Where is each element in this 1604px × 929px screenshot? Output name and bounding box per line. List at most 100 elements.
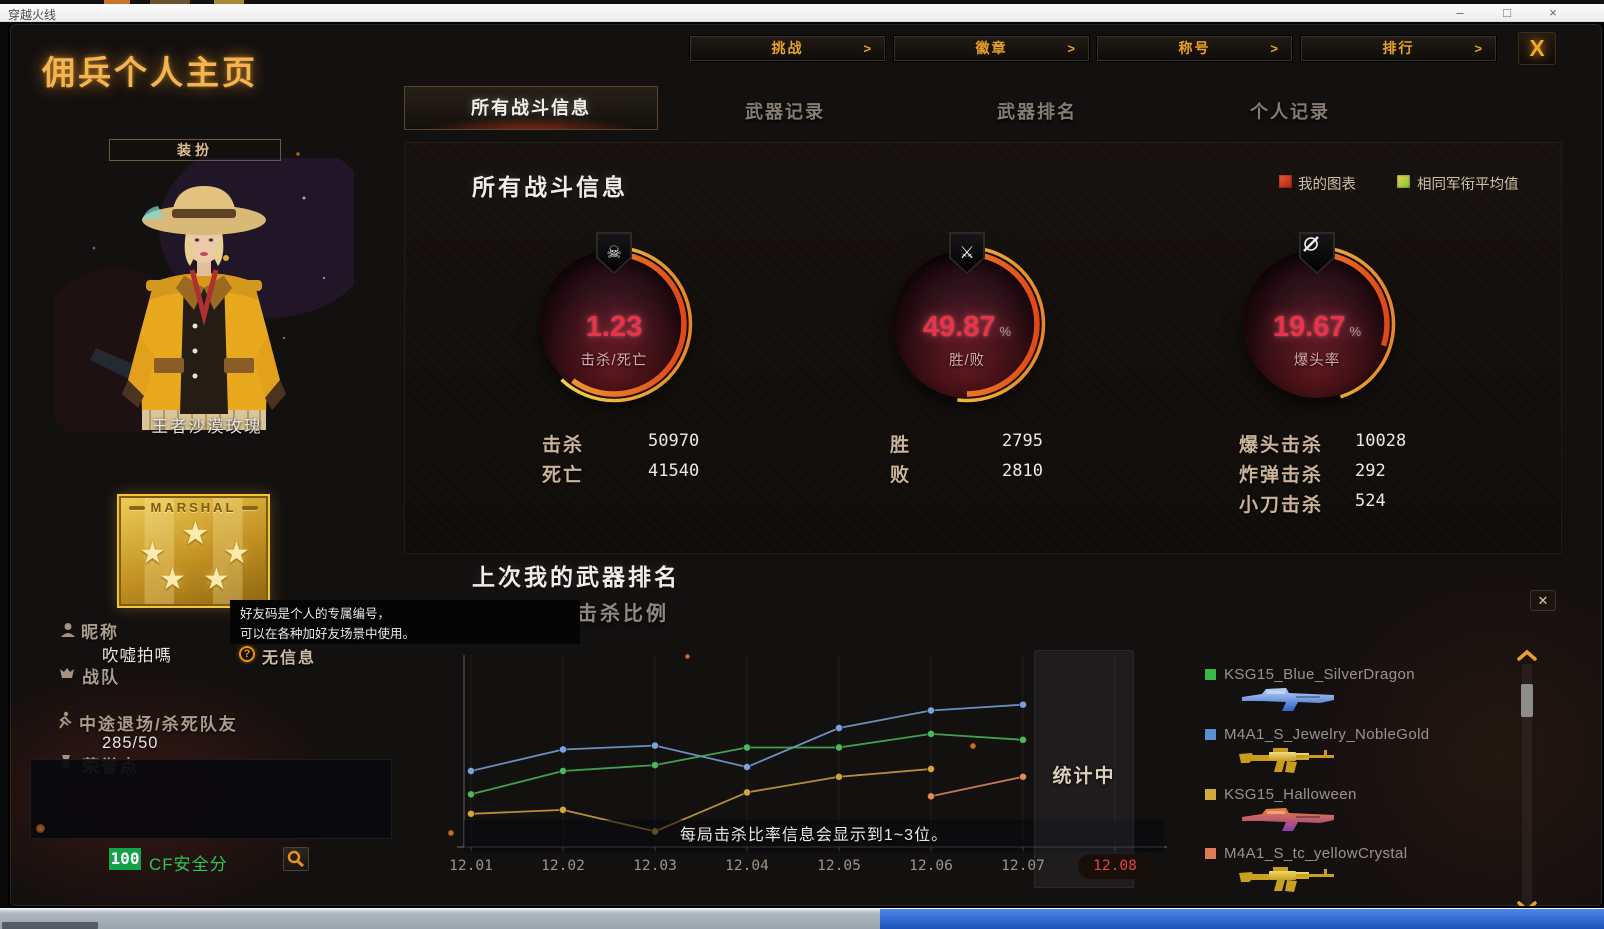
rank-badge-marshal: MARSHAL ★ ★ ★ ★ ★	[117, 494, 270, 608]
scroll-down-icon[interactable]	[1516, 900, 1538, 906]
gauge-label: 胜/败	[948, 353, 986, 369]
stat-row: 炸弹击杀 292	[1239, 460, 1406, 490]
stat-label: 胜	[890, 435, 912, 456]
weapon-item[interactable]: M4A1_S_Jewelry_NobleGold	[1198, 726, 1538, 784]
stat-value: 50970	[648, 431, 700, 451]
weapon-item[interactable]: M4A1_S_tc_yellowCrystal	[1198, 845, 1538, 903]
stat-value: 292	[1355, 461, 1386, 481]
weapon-name: M4A1_S_tc_yellowCrystal	[1224, 845, 1408, 862]
stat-column-1: 击杀 50970 死亡 41540	[542, 430, 699, 490]
stat-value: 10028	[1355, 431, 1407, 451]
maximize-button[interactable]: □	[1503, 5, 1511, 20]
stat-row: 爆头击杀 10028	[1239, 430, 1406, 460]
tab-4[interactable]: 个人记录	[1250, 102, 1330, 122]
weapon-list: KSG15_Blue_SilverDragon M4A1_S_Jewelry_No…	[1198, 634, 1543, 906]
background-window-strip	[0, 0, 1604, 4]
weapon-item[interactable]: KSG15_Blue_SilverDragon	[1198, 666, 1538, 724]
clan-badge-icon	[58, 665, 76, 683]
scroll-up-icon[interactable]	[1516, 648, 1538, 662]
scrollbar-thumb[interactable]	[1521, 684, 1533, 717]
clan-label: 战队	[82, 668, 120, 687]
gauge-value: 1.23	[585, 311, 643, 343]
close-button[interactable]: ×	[1549, 5, 1557, 20]
stat-row: 胜 2795	[890, 430, 1043, 460]
date-12.04: 12.04	[725, 858, 769, 874]
background-fragment	[150, 0, 190, 4]
stat-column-2: 胜 2795 败 2810	[890, 430, 1043, 490]
quit-kill-teammate-value: 285/50	[102, 734, 159, 752]
tab-2[interactable]: 武器记录	[745, 102, 825, 122]
os-taskbar[interactable]	[0, 908, 1604, 929]
statistics-pending-label: 统计中	[1052, 766, 1116, 787]
stat-value: 41540	[648, 461, 700, 481]
minimize-button[interactable]: –	[1456, 5, 1464, 20]
gauge-label: 爆头率	[1293, 353, 1341, 369]
nickname-label: 昵称	[81, 623, 119, 642]
stat-label: 爆头击杀	[1239, 435, 1324, 456]
date-12.03: 12.03	[633, 858, 677, 874]
safety-score-value: 100	[109, 848, 141, 870]
stat-label: 小刀击杀	[1239, 495, 1324, 516]
percent-sign: %	[1349, 324, 1362, 339]
star-icon: ★	[223, 537, 250, 570]
dress-up-button[interactable]: 装扮	[109, 139, 281, 161]
nav-button-4[interactable]: 排行 >	[1300, 35, 1497, 62]
game-close-button[interactable]: X	[1518, 32, 1556, 65]
tab-all-combat-info[interactable]: 所有战斗信息	[404, 86, 658, 130]
date-12.05: 12.05	[817, 858, 861, 874]
help-icon[interactable]: ?	[239, 646, 255, 662]
gauge-击杀/死亡: ☠ 1.23 击杀/死亡	[529, 232, 699, 409]
nav-button-3[interactable]: 称号 >	[1096, 35, 1293, 62]
stat-value: 2810	[1002, 461, 1043, 481]
weapon-image	[1236, 742, 1341, 781]
date-12.06: 12.06	[909, 858, 953, 874]
tab-3[interactable]: 武器排名	[997, 102, 1077, 122]
stat-row: 死亡 41540	[542, 460, 699, 490]
percent-sign: %	[999, 324, 1012, 339]
star-icon: ★	[203, 563, 230, 596]
star-icon: ★	[159, 563, 186, 596]
gauge-爆头率: 19.67% 爆头率	[1232, 232, 1402, 409]
gauge-label: 击杀/死亡	[580, 353, 648, 369]
os-titlebar: 穿越火线 – □ ×	[0, 4, 1604, 22]
stat-row: 小刀击杀 524	[1239, 490, 1406, 520]
stat-label: 击杀	[542, 435, 585, 456]
nav-button-1[interactable]: 挑战 >	[689, 35, 886, 62]
weapon-item[interactable]: KSG15_Halloween	[1198, 786, 1538, 844]
safety-score-label: CF安全分	[149, 855, 228, 874]
my-chart-legend-swatch	[1279, 175, 1292, 188]
person-icon	[59, 621, 77, 639]
gauge-胜/败: ⚔ 49.87% 胜/败	[882, 232, 1052, 409]
weapon-name: KSG15_Halloween	[1224, 786, 1357, 803]
background-fragment	[104, 0, 130, 4]
tooltip-line1: 好友码是个人的专属编号，	[240, 607, 391, 621]
stat-value: 524	[1355, 491, 1386, 511]
weapon-image	[1236, 861, 1341, 900]
date-12.01: 12.01	[449, 858, 493, 874]
stat-value: 2795	[1002, 431, 1043, 451]
star-icon: ★	[139, 537, 166, 570]
chevron-right-icon: >	[1067, 41, 1077, 56]
weapon-image	[1236, 682, 1341, 721]
covered-region	[30, 759, 392, 839]
scrollbar-track[interactable]	[1522, 664, 1532, 906]
stat-column-3: 爆头击杀 10028 炸弹击杀 292 小刀击杀 524	[1239, 430, 1406, 520]
date-12.07: 12.07	[1001, 858, 1045, 874]
stat-label: 炸弹击杀	[1239, 465, 1324, 486]
date-selected-12.08[interactable]: 12.08	[1078, 854, 1152, 879]
scoped-rifle-icon	[1299, 232, 1335, 274]
search-icon[interactable]	[283, 847, 309, 871]
weapon-name: M4A1_S_Jewelry_NobleGold	[1224, 726, 1430, 743]
stat-label: 死亡	[542, 465, 585, 486]
os-window-title: 穿越火线	[8, 8, 57, 22]
crossed-rifles-icon: ⚔	[949, 232, 985, 274]
weapon-rank-close-icon[interactable]: ✕	[1530, 590, 1556, 611]
weapon-legend-swatch	[1205, 669, 1216, 680]
nav-button-2[interactable]: 徽章 >	[893, 35, 1090, 62]
game-window: 佣兵个人主页 挑战 > 徽章 > 称号 > 排行 > X 所有战斗信息 武器记录 武器排名 个人记录…	[8, 22, 1604, 908]
gauge-value: 19.67%	[1272, 311, 1362, 343]
taskbar-highlight	[880, 909, 1604, 929]
background-fragment	[214, 0, 244, 4]
skull-icon: ☠	[596, 232, 632, 274]
